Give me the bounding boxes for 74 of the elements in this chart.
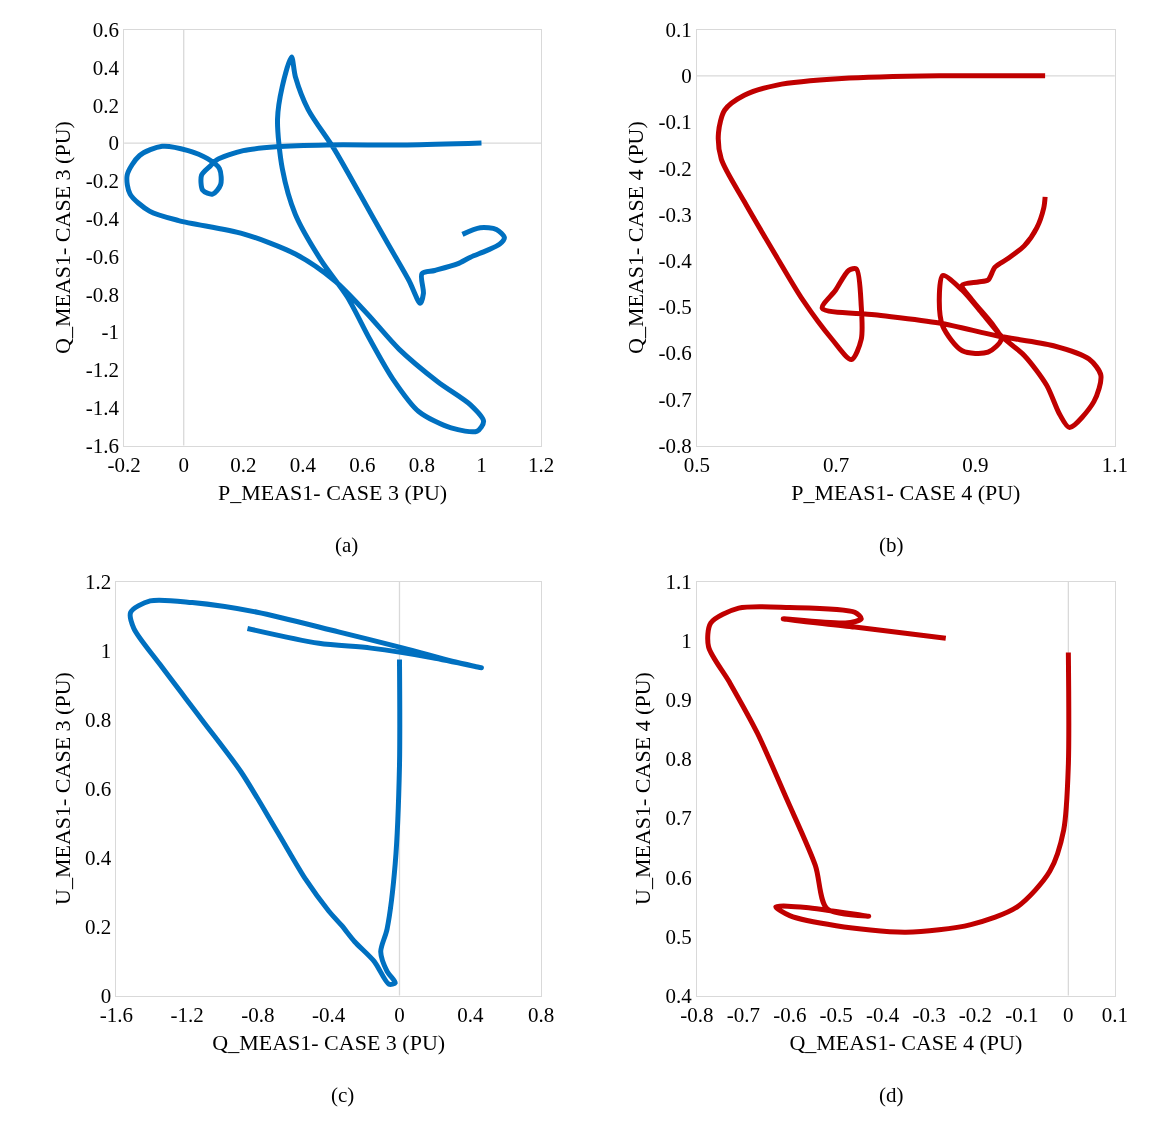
x-tick-label: -0.7 <box>726 1002 760 1027</box>
y-tick-label: 0.4 <box>84 845 112 870</box>
x-tick-label: 0.2 <box>230 452 257 477</box>
y-tick-label: -0.2 <box>85 169 119 194</box>
y-tick-label: 0 <box>100 983 112 1008</box>
x-tick-label: -0.3 <box>912 1002 946 1027</box>
y-tick-label: 0.7 <box>665 806 692 831</box>
y-tick-label: -1.2 <box>85 358 119 383</box>
x-tick-label: 1.1 <box>1101 452 1128 477</box>
y-tick-label: -0.4 <box>85 207 120 232</box>
y-tick-label: 0.1 <box>665 17 692 42</box>
y-tick-label: 0 <box>681 64 692 89</box>
x-tick-label: 1.2 <box>527 452 555 477</box>
y-tick-label: 0.6 <box>665 865 692 890</box>
x-tick-label: -0.6 <box>773 1002 807 1027</box>
y-tick-label: 0.8 <box>84 707 112 732</box>
y-tick-label: -0.8 <box>85 282 119 307</box>
y-tick-label: -0.7 <box>658 387 692 412</box>
y-tick-label: -0.8 <box>658 433 692 458</box>
x-tick-label: 0 <box>1063 1002 1074 1027</box>
x-tick-label: 0.6 <box>349 452 376 477</box>
y-tick-label: -0.4 <box>658 249 693 274</box>
x-tick-label: -0.8 <box>241 1002 275 1027</box>
x-tick-label: 0 <box>178 452 189 477</box>
y-tick-label: 0.2 <box>84 914 112 939</box>
y-tick-label: -0.3 <box>658 202 692 227</box>
x-tick-label: 1 <box>476 452 487 477</box>
y-tick-label: 0.4 <box>92 55 120 80</box>
x-tick-label: 0.4 <box>289 452 317 477</box>
y-tick-label: 1.1 <box>665 569 692 594</box>
text: (d) <box>879 1083 904 1107</box>
x-tick-label: 0.9 <box>962 452 989 477</box>
x-tick-label: -0.1 <box>1005 1002 1039 1027</box>
y-tick-label: 0.5 <box>665 924 692 949</box>
y-axis-title: U_MEAS1- CASE 3 (PU) <box>49 672 75 905</box>
y-tick-label: -0.2 <box>658 156 692 181</box>
x-tick-label: 0.1 <box>1101 1002 1128 1027</box>
y-tick-label: -1.4 <box>85 396 120 421</box>
y-tick-label: 0 <box>108 131 119 156</box>
y-tick-label: -0.1 <box>658 110 692 135</box>
x-tick-label: -0.4 <box>866 1002 900 1027</box>
y-tick-label: -0.6 <box>85 244 119 269</box>
y-axis-title: Q_MEAS1- CASE 4 (PU) <box>623 121 649 354</box>
x-tick-label: -0.4 <box>312 1002 346 1027</box>
y-tick-label: 0.4 <box>665 983 693 1008</box>
x-axis-title: P_MEAS1- CASE 3 (PU) <box>218 479 448 505</box>
y-tick-label: -0.5 <box>658 295 692 320</box>
y-tick-label: 0.6 <box>84 776 112 801</box>
x-axis-title: Q_MEAS1- CASE 3 (PU) <box>212 1029 446 1055</box>
y-axis-title: U_MEAS1- CASE 4 (PU) <box>630 672 656 905</box>
y-tick-label: 1.2 <box>84 569 112 594</box>
y-tick-label: -1.6 <box>85 433 119 458</box>
x-axis-title: P_MEAS1- CASE 4 (PU) <box>791 479 1021 505</box>
y-tick-label: 0.8 <box>665 747 692 772</box>
x-tick-label: 0.8 <box>408 452 436 477</box>
y-tick-label: 0.2 <box>92 93 119 118</box>
y-axis-title: Q_MEAS1- CASE 3 (PU) <box>50 121 76 354</box>
y-tick-label: -1 <box>101 320 119 345</box>
text: (b) <box>879 533 904 557</box>
text: (a) <box>335 533 359 557</box>
y-tick-label: 0.6 <box>92 17 119 42</box>
x-axis-title: Q_MEAS1- CASE 4 (PU) <box>789 1029 1023 1055</box>
x-tick-label: -0.2 <box>958 1002 993 1027</box>
y-tick-label: 1 <box>681 629 692 654</box>
y-tick-label: 1 <box>100 638 112 663</box>
text: (c) <box>331 1083 355 1107</box>
y-tick-label: -0.6 <box>658 341 692 366</box>
y-tick-label: 0.9 <box>665 688 692 713</box>
x-tick-label: -0.5 <box>819 1002 853 1027</box>
x-tick-label: 0 <box>394 1002 405 1027</box>
x-tick-label: 0.4 <box>457 1002 484 1027</box>
x-tick-label: 0.8 <box>527 1002 555 1027</box>
x-tick-label: -1.2 <box>170 1002 204 1027</box>
x-tick-label: 0.7 <box>823 452 850 477</box>
